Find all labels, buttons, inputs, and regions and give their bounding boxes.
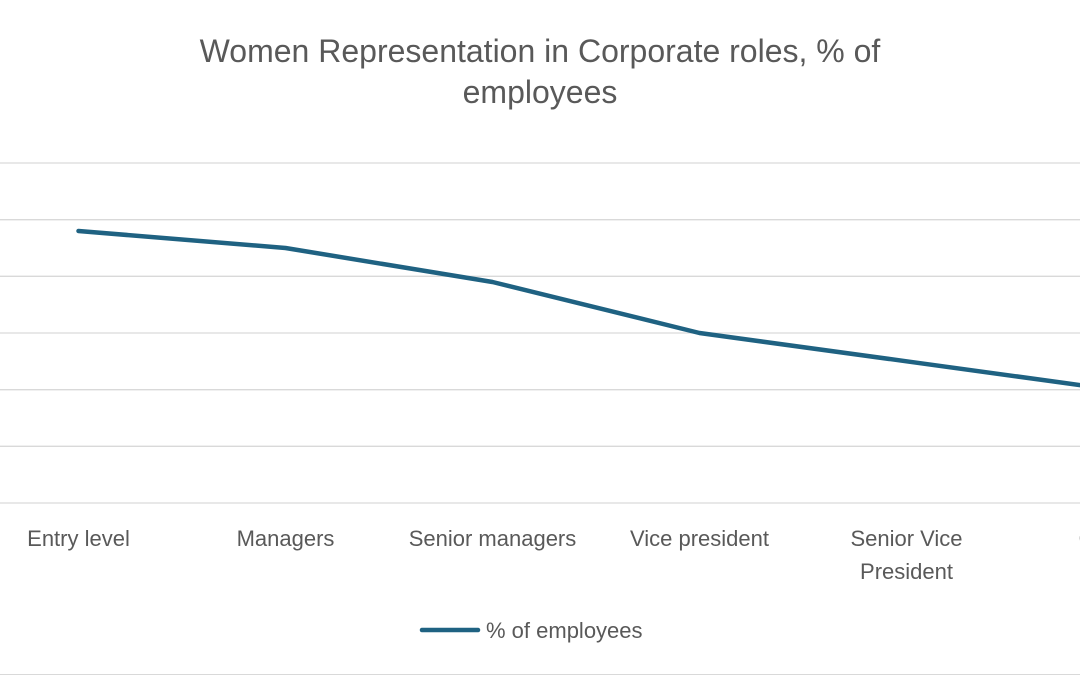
x-tick-label: Managers bbox=[237, 526, 335, 551]
data-point bbox=[492, 282, 493, 283]
data-point bbox=[699, 333, 700, 334]
data-point bbox=[285, 248, 286, 249]
x-axis-tick-labels: Entry level Managers Senior managers Vice p… bbox=[27, 526, 1080, 584]
series-lines bbox=[78, 231, 1080, 391]
chart-title: Women Representation in Corporate roles,… bbox=[200, 33, 881, 110]
x-tick-label: Vice president bbox=[630, 526, 769, 551]
data-point bbox=[906, 361, 907, 362]
data-point bbox=[78, 231, 79, 232]
chart-title-line: Women Representation in Corporate roles,… bbox=[200, 33, 881, 69]
x-tick-label: Senior managers bbox=[409, 526, 577, 551]
x-tick-label: Entry level bbox=[27, 526, 130, 551]
series-line bbox=[79, 231, 1080, 390]
gridlines bbox=[0, 163, 1080, 503]
legend-label: % of employees bbox=[486, 618, 643, 643]
x-tick-label: Senior Vice bbox=[850, 526, 962, 551]
x-tick-label: President bbox=[860, 559, 953, 584]
legend[interactable]: % of employees bbox=[422, 618, 643, 643]
chart-title-line: employees bbox=[463, 74, 618, 110]
